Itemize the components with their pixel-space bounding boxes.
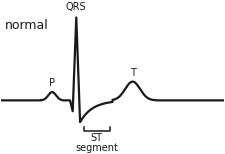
Text: T: T (130, 68, 136, 78)
Text: normal: normal (5, 19, 49, 32)
Text: ST: ST (91, 133, 103, 143)
Text: segment: segment (75, 143, 118, 153)
Text: P: P (49, 78, 55, 88)
Text: QRS: QRS (66, 2, 87, 12)
